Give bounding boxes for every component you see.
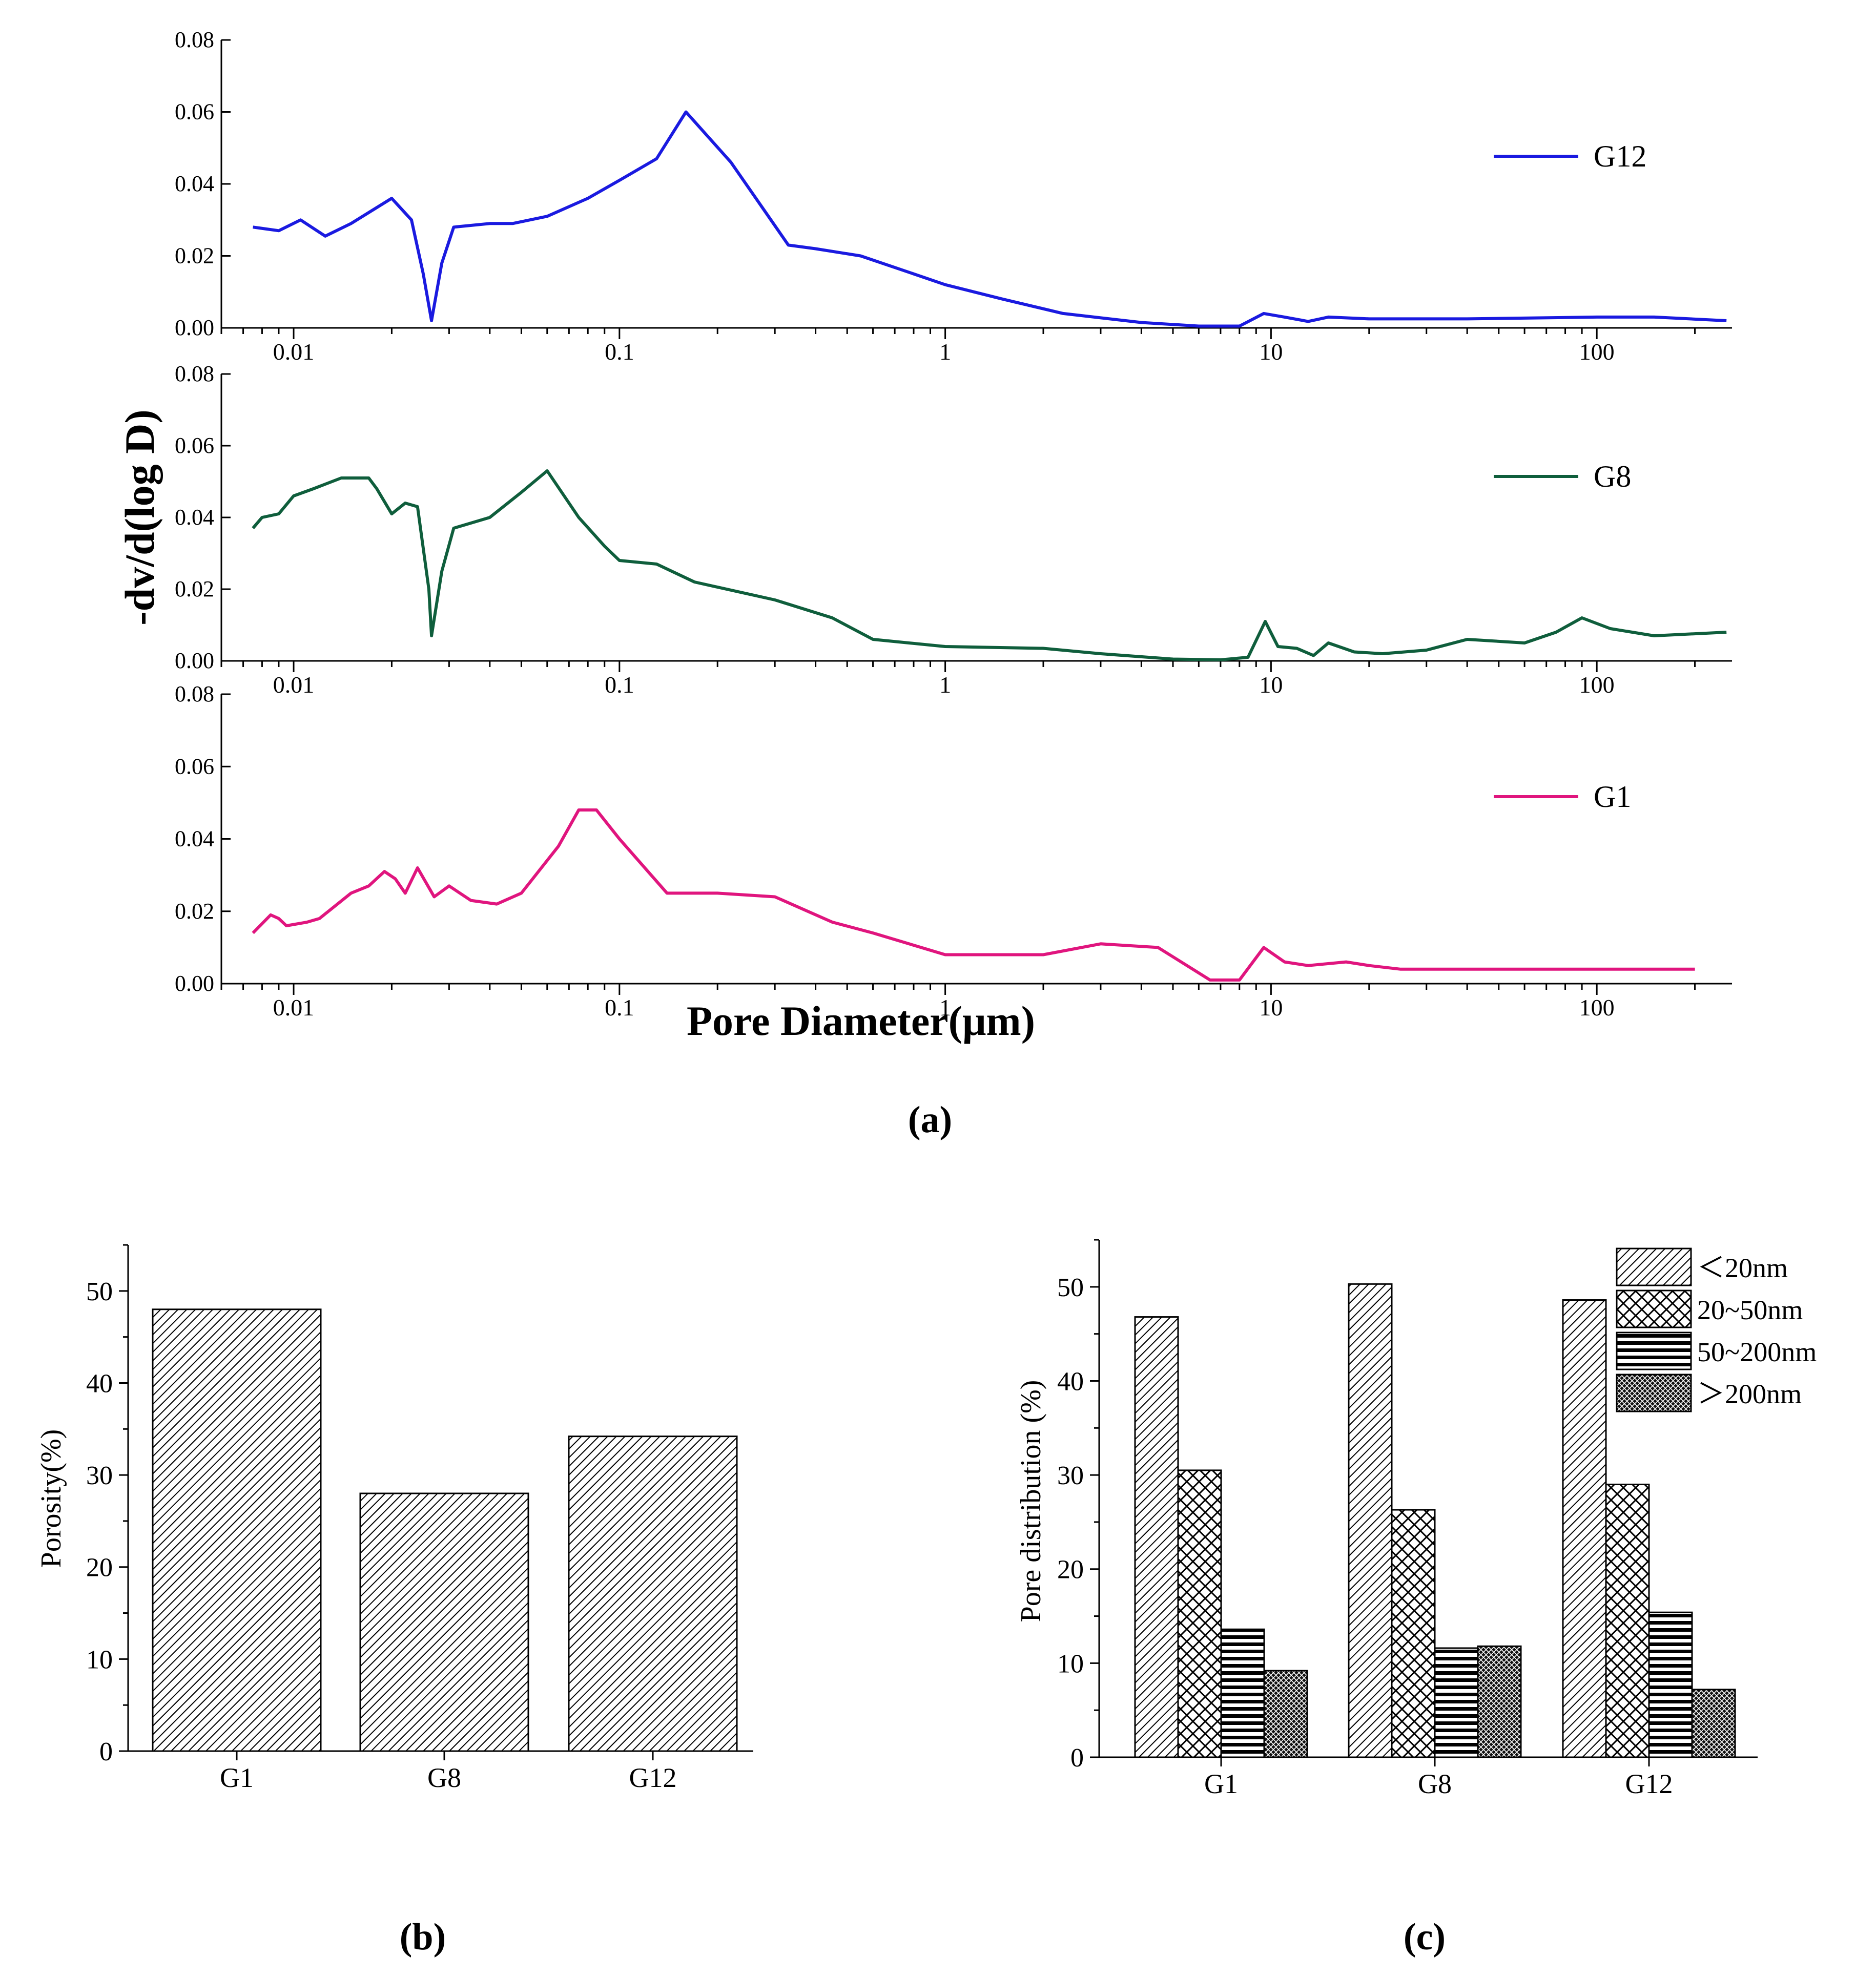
y-tick-label: 20 <box>1057 1555 1084 1585</box>
y-tick-label-G1: 0.02 <box>175 899 214 924</box>
bar-G12-diag <box>1562 1299 1607 1758</box>
x-axis-title: Pore Diameter(μm) <box>687 997 1035 1044</box>
x-tick-label-G12: 100 <box>1579 339 1615 365</box>
x-tick-label-G8: 0.01 <box>273 672 315 698</box>
y-axis-title: -dv/d(log D) <box>116 409 163 625</box>
x-tick-label-G8: 10 <box>1259 672 1283 698</box>
y-tick-label-G8: 0.06 <box>175 433 214 458</box>
bar-G12-horiz <box>1648 1611 1693 1758</box>
y-tick-label: 20 <box>86 1553 113 1583</box>
y-tick-label: 50 <box>1057 1273 1084 1302</box>
x-tick-label-G1: 0.01 <box>273 994 315 1021</box>
bar-G8-horiz <box>1434 1647 1479 1758</box>
panel-label-c: (c) <box>1404 1916 1446 1958</box>
y-tick-label-G1: 0.06 <box>175 754 214 779</box>
y-axis-title: Porosity(%) <box>35 1429 67 1568</box>
y-tick-label: 30 <box>86 1461 113 1490</box>
bar-G8-cross <box>1391 1509 1436 1758</box>
x-tick-label-G1: 0.1 <box>605 994 634 1021</box>
legend-label-G8: G8 <box>1594 460 1631 493</box>
x-tick-label-G8: 100 <box>1579 672 1615 698</box>
bar-G12-cross <box>1605 1483 1650 1758</box>
y-tick-label-G1: 0.00 <box>175 971 214 996</box>
y-tick-label-G12: 0.02 <box>175 243 214 268</box>
bar-G1-cross <box>1177 1469 1222 1758</box>
x-tick-label-G1: 100 <box>1579 994 1615 1021</box>
y-tick-label-G8: 0.00 <box>175 648 214 673</box>
panel-label-b: (b) <box>400 1916 446 1958</box>
y-tick-label: 40 <box>86 1369 113 1398</box>
y-tick-label-G8: 0.02 <box>175 576 214 601</box>
bar-G12-dense <box>1691 1689 1736 1758</box>
bar-G1 <box>152 1308 322 1752</box>
legend-label-G1: G1 <box>1594 780 1631 814</box>
y-tick-label: 10 <box>86 1645 113 1674</box>
bar-G1-diag <box>1134 1316 1179 1758</box>
series-line-G1 <box>252 808 1695 982</box>
y-tick-label: 30 <box>1057 1461 1084 1490</box>
x-tick-label-G12: G12 <box>1625 1769 1673 1799</box>
legend-label-diag: ＜20nm <box>1697 1253 1788 1283</box>
x-tick-label-G12: 0.1 <box>605 339 634 365</box>
y-tick-label-G12: 0.00 <box>175 315 214 340</box>
x-tick-label-G12: 0.01 <box>273 339 315 365</box>
bar-G8 <box>359 1492 529 1752</box>
legend-label-G12: G12 <box>1594 139 1646 173</box>
legend-swatch-cross <box>1616 1289 1692 1328</box>
x-tick-label-G1: G1 <box>220 1762 254 1793</box>
y-tick-label-G8: 0.08 <box>175 361 214 386</box>
legend-label-horiz: 50~200nm <box>1697 1337 1817 1367</box>
x-tick-label-G8: 0.1 <box>605 672 634 698</box>
y-tick-label-G12: 0.06 <box>175 99 214 124</box>
legend-swatch-dense <box>1616 1374 1692 1412</box>
panel-b-porosity-bar-chart: G1 G8 G12 0 10 20 30 40 50 Porosity(%) <box>35 1244 753 1793</box>
bar-G1-dense <box>1263 1670 1308 1758</box>
y-tick-label: 0 <box>1070 1743 1084 1773</box>
x-tick-label-G12: 1 <box>939 339 951 365</box>
y-tick-label-G1: 0.04 <box>175 826 214 851</box>
y-tick-label: 0 <box>99 1737 113 1766</box>
x-tick-label-G1: 1 <box>939 994 951 1021</box>
legend-label-cross: 20~50nm <box>1697 1295 1803 1325</box>
x-tick-label-G12: 10 <box>1259 339 1283 365</box>
y-tick-label: 40 <box>1057 1367 1084 1396</box>
x-tick-label-G8: 1 <box>939 672 951 698</box>
y-tick-label: 50 <box>86 1277 113 1306</box>
bar-G8-dense <box>1477 1645 1522 1758</box>
panel-a-line-charts: 0.00 0.02 0.04 0.06 0.08 0.01 0.1 1 10 100 G12 0.00… <box>116 27 1732 1044</box>
series-line-G12 <box>253 110 1727 328</box>
x-tick-label-G1: 10 <box>1259 994 1283 1021</box>
y-axis-title: Pore distribution (%) <box>1015 1380 1047 1623</box>
panel-c-pore-distribution-bar-chart: G1 G8 G12 0 10 20 30 40 50 Pore distribution (%) ＜… <box>1015 1239 1817 1799</box>
legend-swatch-diag <box>1616 1247 1692 1286</box>
x-tick-label-G1: G1 <box>1204 1769 1238 1799</box>
bar-G8-diag <box>1348 1283 1393 1758</box>
y-tick-label: 10 <box>1057 1649 1084 1678</box>
y-tick-label-G12: 0.08 <box>175 27 214 52</box>
panel-label-a: (a) <box>908 1099 952 1141</box>
x-tick-label-G12: G12 <box>629 1762 677 1793</box>
legend-label-dense: ＞200nm <box>1697 1379 1802 1409</box>
series-line-G8 <box>252 469 1727 661</box>
y-tick-label-G1: 0.08 <box>175 681 214 706</box>
x-tick-label-G8: G8 <box>1418 1769 1452 1799</box>
legend-swatch-horiz <box>1616 1332 1692 1370</box>
bar-G12 <box>568 1436 738 1752</box>
x-tick-label-G8: G8 <box>427 1762 461 1793</box>
y-tick-label-G12: 0.04 <box>175 171 214 196</box>
bar-G1-horiz <box>1220 1628 1265 1758</box>
y-tick-label-G8: 0.04 <box>175 505 214 530</box>
